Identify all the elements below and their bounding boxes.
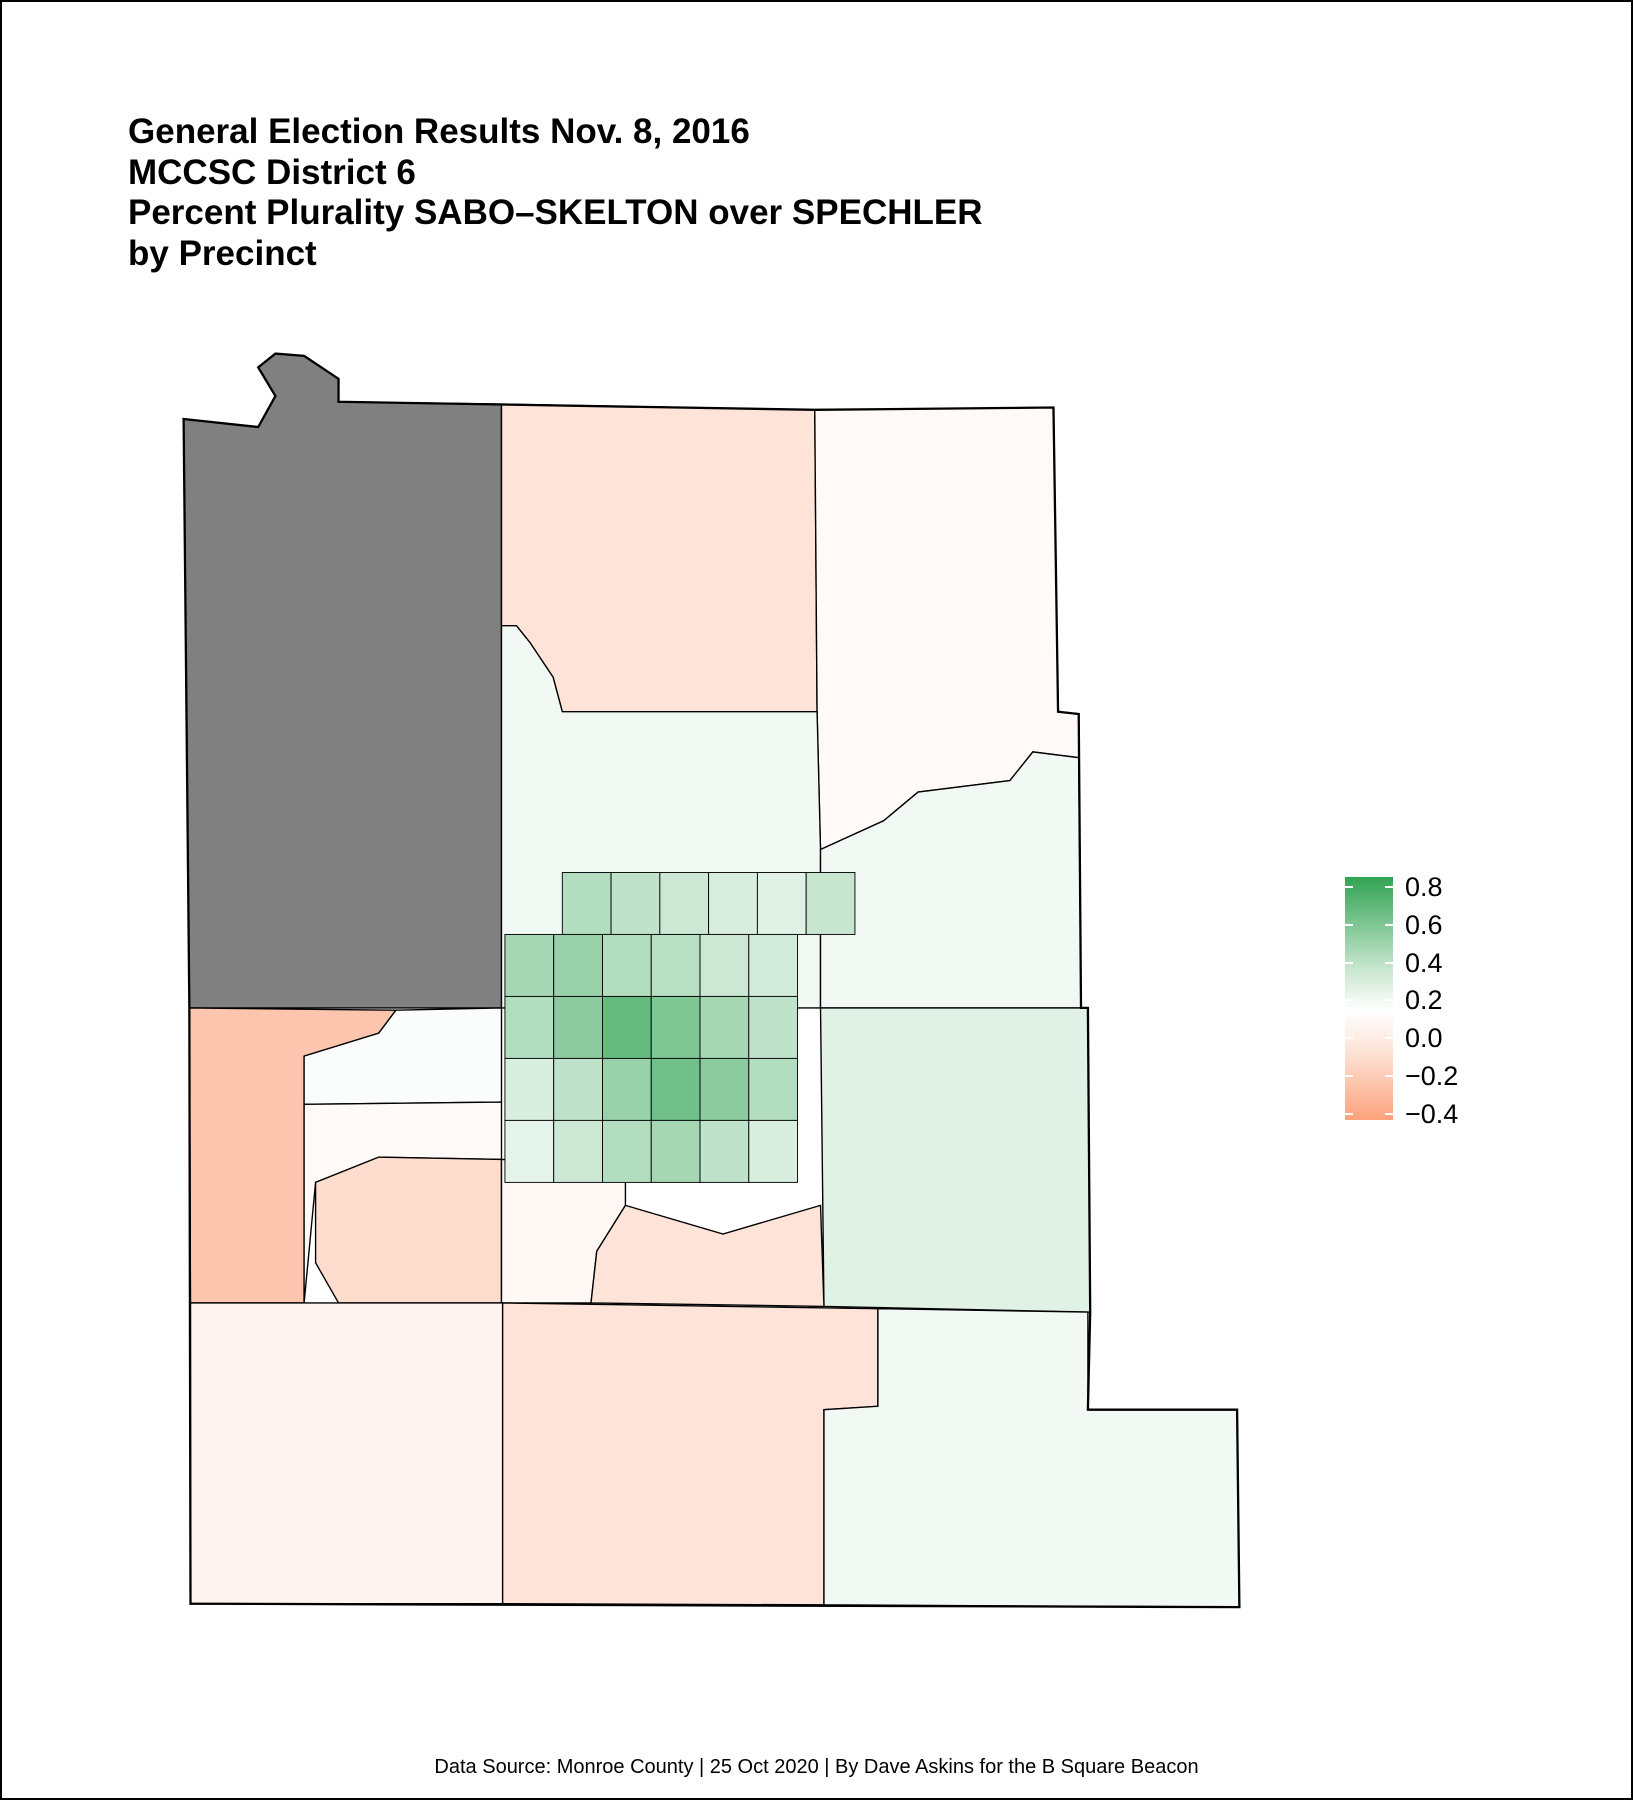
precinct-region	[314, 1156, 503, 1304]
city-precinct	[602, 1119, 652, 1183]
city-precinct	[504, 933, 555, 997]
city-precinct	[748, 1057, 799, 1121]
city-precinct	[650, 995, 701, 1059]
district-boundary	[182, 352, 1241, 1609]
legend-tick-label: 0.2	[1405, 985, 1443, 1016]
city-precinct	[708, 871, 758, 935]
legend-tick-mark	[1345, 1075, 1393, 1077]
city-precinct	[699, 933, 750, 997]
city-precinct	[504, 995, 555, 1059]
legend-tick-label: 0.6	[1405, 909, 1443, 940]
legend-tick-mark	[1345, 886, 1393, 888]
precinct-region	[500, 403, 818, 713]
precinct-region	[819, 1007, 1091, 1313]
city-precinct	[748, 1119, 799, 1183]
legend-colorbar	[1345, 877, 1393, 1120]
city-precinct	[650, 1057, 701, 1121]
city-precinct	[699, 1119, 750, 1183]
legend-tick-label: 0.0	[1405, 1023, 1443, 1054]
precinct-region	[823, 1307, 1241, 1608]
legend-tick-mark	[1345, 1037, 1393, 1040]
city-precinct	[553, 1119, 603, 1183]
title-line-2: MCCSC District 6	[128, 152, 416, 192]
city-precinct	[602, 995, 652, 1059]
city-precinct	[659, 871, 710, 935]
city-precinct	[553, 933, 603, 997]
precinct-region	[501, 1302, 879, 1606]
legend-tick-label: 0.8	[1405, 872, 1443, 902]
city-precinct	[602, 933, 652, 997]
legend-tick-label: 0.4	[1405, 947, 1443, 978]
title-line-4: by Precinct	[128, 233, 317, 273]
city-precinct	[504, 1119, 555, 1183]
precinct-region	[590, 1204, 825, 1308]
city-precinct	[610, 871, 661, 935]
city-precinct	[748, 995, 799, 1059]
city-precinct	[756, 871, 807, 935]
city-precinct	[561, 871, 612, 935]
title-line-3: Percent Plurality SABO–SKELTON over SPEC…	[128, 193, 983, 232]
city-precinct	[504, 1057, 555, 1121]
city-precinct	[553, 995, 603, 1059]
precinct-region	[182, 352, 503, 1009]
legend-tick-label: −0.4	[1405, 1098, 1459, 1129]
city-precinct	[650, 933, 701, 997]
city-precinct	[699, 1057, 750, 1121]
legend-tick-mark	[1345, 923, 1393, 926]
city-precinct	[602, 1057, 652, 1121]
city-precinct	[805, 871, 856, 935]
city-precinct	[553, 1057, 603, 1121]
city-precinct	[748, 933, 799, 997]
chart-title: General Election Results Nov. 8, 2016 MC…	[128, 112, 983, 274]
legend-tick-mark	[1345, 961, 1393, 964]
precinct-region	[189, 1302, 504, 1605]
city-precinct	[650, 1119, 701, 1183]
city-precinct	[699, 995, 750, 1059]
legend-tick-label: −0.2	[1405, 1061, 1459, 1091]
legend-tick-mark	[1345, 1112, 1393, 1115]
legend-tick-mark	[1345, 999, 1393, 1002]
data-source-caption: Data Source: Monroe County | 25 Oct 2020…	[434, 1756, 1199, 1778]
title-line-1: General Election Results Nov. 8, 2016	[128, 112, 750, 151]
